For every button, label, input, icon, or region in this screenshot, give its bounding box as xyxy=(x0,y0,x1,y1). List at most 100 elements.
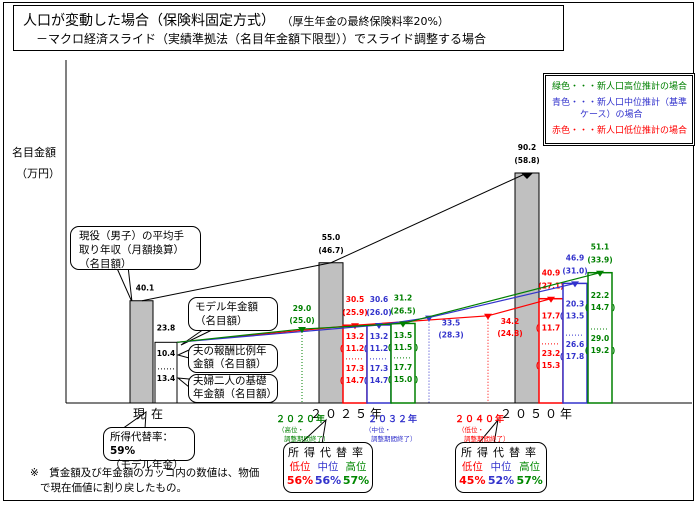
label-total-real-high-2025: (26.5) xyxy=(390,306,415,315)
outer-frame xyxy=(3,2,694,501)
milestone-2040-note: （低位・ 調整期間終了） xyxy=(458,426,510,444)
title-box: 人口が変動した場合（保険料固定方式） （厚生年金の最終保険料率20%） －マクロ経… xyxy=(13,5,564,51)
label-wage-2025: 55.0 xyxy=(322,233,341,242)
note-line: （中位・ xyxy=(365,426,391,434)
label-upper-real-low-2025: ( 11.2 ) xyxy=(340,344,371,353)
label-wage-current: 40.1 xyxy=(136,284,155,293)
label-lower-real-mid-2025: ( 14.7 ) xyxy=(364,376,395,385)
title-main: 人口が変動した場合（保険料固定方式） xyxy=(23,13,275,29)
note-line: 調整期間終了） xyxy=(284,435,330,443)
label-lower-high-2025: 17.7 xyxy=(394,363,413,372)
label-upper-mid-2050: 20.3 xyxy=(566,299,585,308)
current-rate-callout: 所得代替率： 59% （モデル年金） xyxy=(103,427,195,471)
x-label-current: 現在 xyxy=(133,407,170,421)
label-lower-real-mid-2050: ( 17.8 ) xyxy=(560,352,591,361)
milestone-high-real: (25.0) xyxy=(289,316,314,325)
callout-line: モデル年金額 xyxy=(195,301,258,313)
bar-pension-current xyxy=(154,341,178,404)
chart-subtitle: －マクロ経済スライド（実績準拠法（名目年金額下限型））でスライド調整する場合 xyxy=(36,32,487,46)
label-lower-real-high-2025: ( 15.0 ) xyxy=(388,375,419,384)
couple-basic-callout: 夫婦二人の基礎 年金額（名目額） xyxy=(188,374,278,403)
label-lower-low-2025: 17.3 xyxy=(346,364,365,373)
note-line: 調整期間終了） xyxy=(464,435,510,443)
callout-line: （名目額） xyxy=(195,315,248,327)
high-label: 高位 xyxy=(519,461,541,473)
callout-line: （名目額） xyxy=(79,258,132,270)
callout-line: 夫婦二人の基礎 xyxy=(193,375,267,387)
callout-tail xyxy=(115,265,133,303)
milestone-2032-note: （中位・ 調整期間終了） xyxy=(365,426,417,444)
label-total-real-mid-2050: (31.0) xyxy=(562,266,587,275)
husband-earnings-callout: 夫の報酬比例年 金額（名目額） xyxy=(188,344,278,373)
legend-mid-cont: ケース）の場合 xyxy=(580,110,643,120)
wage-trend-line xyxy=(141,172,528,302)
mid-label: 中位 xyxy=(490,461,512,473)
mid-rate: 56% xyxy=(314,474,342,487)
label-total-mid-2050: 46.9 xyxy=(566,253,585,262)
pension-marker-low xyxy=(484,313,492,320)
callout-line: 現役（男子）の平均手 xyxy=(79,230,184,242)
milestone-2040-label: ２０４０年 xyxy=(455,415,506,425)
milestone-2020-label: ２０２０年 xyxy=(276,415,327,425)
label-upper-real-low-2050: ( 11.7 ) xyxy=(536,323,567,332)
label-pension-current: 23.8 xyxy=(157,323,176,332)
label-upper-real-mid-2050: ( 13.5 ) xyxy=(560,311,591,320)
label-total-low-2050: 40.9 xyxy=(542,269,561,278)
label-lower-mid-2050: 26.6 xyxy=(566,340,585,349)
footnote-line: で現在価値に割り戻したもの。 xyxy=(40,482,187,494)
legend-low: 赤色・・・新人口低位推計の場合 xyxy=(552,126,688,136)
label-upper-real-mid-2025: ( 11.2 ) xyxy=(364,344,395,353)
note-line: 調整期間終了） xyxy=(371,435,417,443)
high-label: 高位 xyxy=(345,461,367,473)
label-lower-real-high-2050: ( 19.2 ) xyxy=(585,346,616,355)
legend-high: 緑色・・・新人口高位推計の場合 xyxy=(552,82,688,92)
callout-line: 取り年収（月額換算） xyxy=(79,244,184,256)
label-total-high-2050: 51.1 xyxy=(591,243,610,252)
rate-title: 所得代替率 xyxy=(288,446,368,459)
wage-trend-marker xyxy=(521,172,533,179)
callout-line: 年金額（名目額） xyxy=(193,388,277,400)
label-upper-low-2050: 17.7 xyxy=(542,311,561,320)
y-axis-unit: （万円） xyxy=(16,167,60,180)
bar-wage-current xyxy=(129,300,154,404)
label-total-real-low-2050: (27.1) xyxy=(538,282,563,291)
title-note: （厚生年金の最終保険料率20%） xyxy=(287,15,449,28)
bar-wage-2050 xyxy=(514,172,540,404)
bar-pension-high-2025 xyxy=(390,322,416,404)
x-label-2025: ２０２５年 xyxy=(310,407,386,421)
rate-value: 59% xyxy=(110,445,136,457)
pension-marker-high xyxy=(596,270,604,277)
pension-marker-low xyxy=(547,296,555,303)
pension-trend-high xyxy=(176,272,601,343)
label-pension-upper-current: 10.4 xyxy=(157,349,176,358)
label-upper-high-2050: 22.2 xyxy=(591,291,610,300)
pension-marker-mid xyxy=(571,281,579,288)
label-wage-2050: 90.2 xyxy=(518,143,537,152)
low-label: 低位 xyxy=(289,461,311,473)
x-label-2050: ２０５０年 xyxy=(500,407,576,421)
high-rate: 57% xyxy=(342,474,370,487)
label-upper-mid-2025: 13.2 xyxy=(370,332,389,341)
label-total-real-mid-2025: (26.0) xyxy=(366,308,391,317)
milestone-high-value: 29.0 xyxy=(293,304,312,313)
pension-marker-high xyxy=(399,321,407,328)
pension-trend-mid xyxy=(176,282,576,343)
milestone-mid-real: (28.3) xyxy=(438,331,463,340)
bar-pension-mid-2050 xyxy=(562,282,588,404)
chart-title: 人口が変動した場合（保険料固定方式） （厚生年金の最終保険料率20%） xyxy=(23,10,449,30)
high-rate: 57% xyxy=(516,474,543,487)
rate-title: 所得代替率 xyxy=(461,446,541,459)
pension-marker-high xyxy=(298,327,306,334)
label-upper-high-2025: 13.5 xyxy=(394,331,413,340)
rate-label: 所得代替率： xyxy=(110,431,173,443)
label-total-low-2025: 30.5 xyxy=(346,295,365,304)
label-lower-high-2050: 29.0 xyxy=(591,334,610,343)
low-rate: 56% xyxy=(286,474,314,487)
footnote-line: ※ 賃金額及び年金額のカッコ内の数値は、物価 xyxy=(30,467,260,479)
milestone-mid-value: 33.5 xyxy=(442,319,461,328)
label-lower-low-2050: 23.2 xyxy=(542,349,561,358)
footnote: ※ 賃金額及び年金額のカッコ内の数値は、物価 で現在価値に割り戻したもの。 xyxy=(30,466,259,496)
label-lower-real-low-2050: ( 15.3 ) xyxy=(536,361,567,370)
